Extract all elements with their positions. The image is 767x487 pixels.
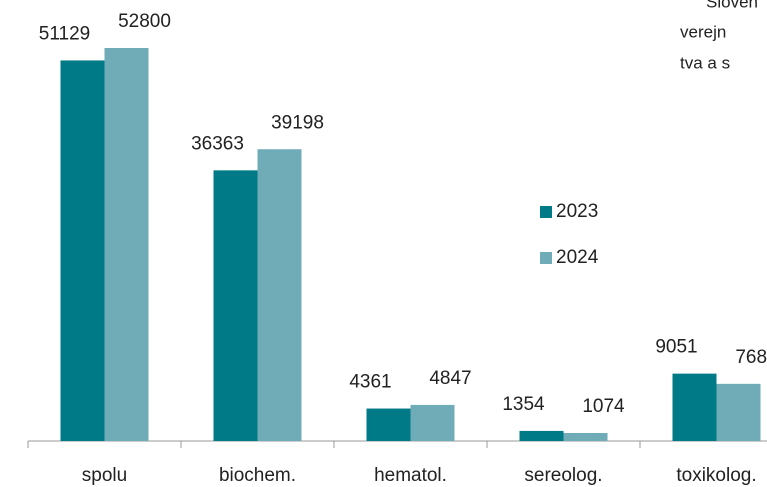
bar [716, 383, 761, 441]
legend-label: 2023 [556, 201, 598, 222]
annotation: tva a s [680, 53, 730, 72]
value-label: 1074 [582, 396, 625, 417]
x-tick-label: hematol. [374, 465, 447, 486]
bar [213, 170, 258, 442]
x-tick-label: sereolog. [524, 465, 602, 486]
bar [257, 149, 302, 441]
bar [672, 373, 717, 441]
value-label: 9051 [655, 337, 697, 358]
bar [519, 430, 564, 441]
bar [60, 60, 105, 441]
legend-swatch [540, 252, 552, 264]
bar [410, 404, 455, 441]
bar [366, 408, 411, 441]
annotation: verejn [680, 22, 726, 41]
value-label: 39198 [271, 112, 324, 133]
value-label: 1354 [502, 394, 545, 415]
x-tick-label: spolu [82, 465, 127, 486]
annotation: Sloven [706, 0, 758, 11]
value-label: 36363 [191, 133, 244, 154]
value-label: 52800 [118, 11, 171, 32]
bar [563, 433, 608, 441]
legend-label: 2024 [556, 247, 599, 268]
value-label: 51129 [39, 23, 90, 44]
legend-swatch [540, 206, 552, 218]
value-label: 4847 [429, 368, 471, 389]
value-label: 4361 [349, 372, 391, 393]
bar [104, 48, 149, 441]
x-tick-label: toxikolog. [676, 465, 756, 486]
x-tick-label: biochem. [219, 465, 296, 486]
value-label: 7680 [735, 347, 767, 368]
